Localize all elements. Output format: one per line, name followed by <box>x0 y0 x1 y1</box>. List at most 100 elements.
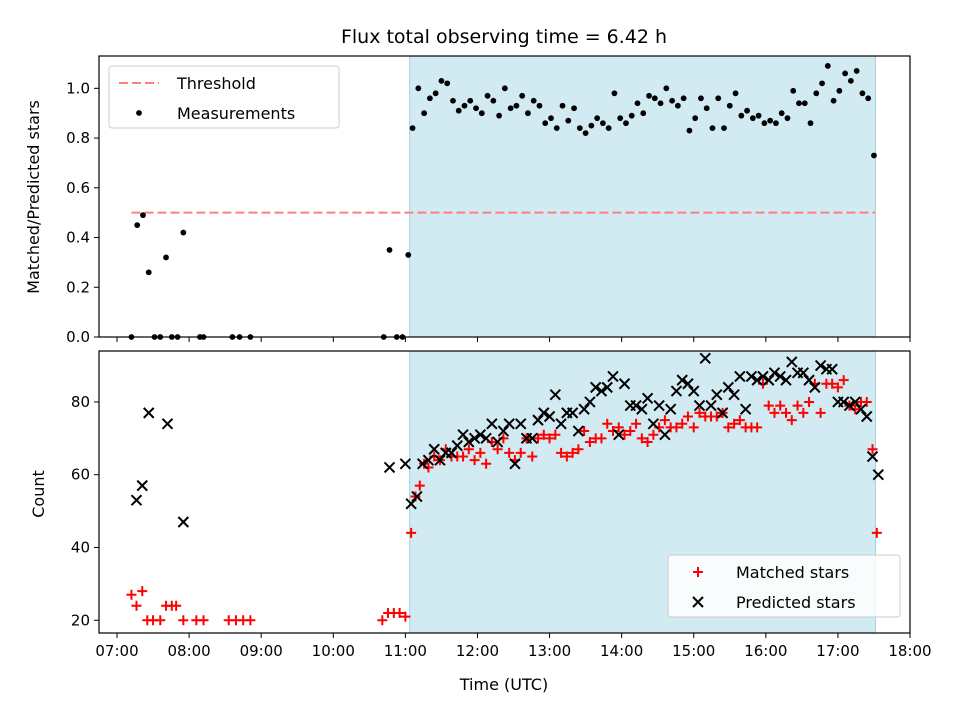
data-point <box>549 388 562 401</box>
y-tick-label: 1.0 <box>66 79 90 97</box>
data-point <box>729 418 740 429</box>
data-point <box>383 461 396 474</box>
data-point <box>544 433 555 444</box>
data-point <box>567 447 578 458</box>
data-point <box>768 367 781 379</box>
data-point <box>596 433 607 444</box>
data-point <box>611 90 618 97</box>
data-point <box>445 447 458 459</box>
data-point <box>843 399 856 412</box>
y-tick-label: 0.0 <box>66 328 90 346</box>
legend-plus-marker <box>693 567 703 577</box>
data-point <box>496 112 502 119</box>
data-point <box>565 117 572 124</box>
data-point <box>786 415 797 426</box>
data-point <box>573 444 584 455</box>
y-tick-label: 20 <box>71 611 90 629</box>
data-point <box>474 428 487 441</box>
data-point <box>473 105 479 112</box>
data-point <box>634 100 641 107</box>
data-point <box>755 112 762 119</box>
data-point <box>763 400 774 411</box>
data-point <box>507 105 514 112</box>
data-point <box>669 97 676 104</box>
data-point <box>556 447 567 458</box>
data-point <box>814 359 827 372</box>
data-point <box>600 120 606 127</box>
data-point <box>576 125 583 132</box>
data-point <box>134 222 141 228</box>
x-tick-label: 12:00 <box>456 642 499 660</box>
data-point <box>461 102 468 109</box>
data-point <box>542 120 549 127</box>
data-point <box>406 527 417 538</box>
data-point <box>809 381 821 394</box>
data-point <box>815 407 826 418</box>
data-point <box>457 428 469 441</box>
data-point <box>617 115 624 122</box>
legend-label: Threshold <box>176 74 256 93</box>
data-point <box>853 68 860 74</box>
data-point <box>761 120 768 127</box>
data-point <box>582 130 589 136</box>
legend: Matched stars Predicted stars <box>667 554 901 618</box>
data-point <box>155 615 166 626</box>
data-point <box>468 432 481 445</box>
data-point <box>739 403 752 415</box>
data-point <box>480 432 492 445</box>
data-point <box>830 97 837 104</box>
data-point <box>781 407 792 418</box>
data-point <box>726 102 733 109</box>
data-point <box>751 374 763 386</box>
y-tick-label: 60 <box>71 466 90 484</box>
data-point <box>561 451 572 462</box>
data-point <box>752 422 763 433</box>
data-point <box>688 385 700 397</box>
data-point <box>826 363 838 375</box>
data-point <box>536 102 543 109</box>
data-point <box>641 392 654 405</box>
data-point <box>415 85 422 92</box>
data-point <box>647 418 660 430</box>
data-point <box>682 411 693 422</box>
data-point <box>432 90 439 97</box>
data-point <box>855 403 867 415</box>
data-point <box>721 125 727 132</box>
data-point <box>745 370 758 383</box>
data-point <box>871 527 882 538</box>
data-point <box>405 252 412 258</box>
data-point <box>694 407 705 418</box>
data-point <box>866 450 879 463</box>
data-point <box>613 422 624 433</box>
data-point <box>674 102 681 109</box>
data-point <box>630 399 642 412</box>
x-tick-label: 07:00 <box>95 642 138 660</box>
y-tick-label: 40 <box>71 538 90 556</box>
data-point <box>530 97 537 104</box>
data-point <box>515 418 527 430</box>
data-point <box>553 125 560 132</box>
data-point <box>824 63 831 69</box>
data-point <box>849 396 861 408</box>
data-point <box>871 152 877 159</box>
data-point <box>428 443 440 455</box>
data-point <box>490 97 497 104</box>
data-point <box>245 615 256 626</box>
x-tick-label: 15:00 <box>672 642 715 660</box>
x-tick-label: 14:00 <box>600 642 643 660</box>
data-point <box>836 87 843 94</box>
data-point <box>426 95 433 102</box>
data-point <box>455 107 462 114</box>
data-point <box>400 611 411 622</box>
data-point <box>584 436 595 447</box>
data-point <box>550 429 561 440</box>
data-point <box>463 444 474 455</box>
data-point <box>861 396 872 407</box>
data-point <box>140 212 146 219</box>
legend-cross-marker <box>692 596 704 608</box>
data-point <box>467 97 474 104</box>
data-point <box>458 451 469 462</box>
data-point <box>475 447 486 458</box>
data-point <box>559 102 566 109</box>
data-point <box>411 490 423 503</box>
